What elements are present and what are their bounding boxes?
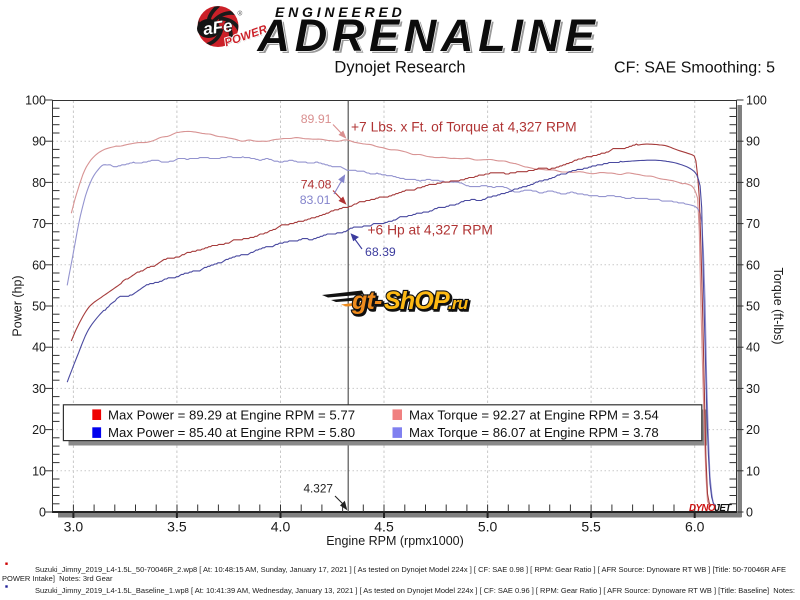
svg-text:40: 40: [746, 341, 760, 355]
svg-text:40: 40: [32, 341, 46, 355]
svg-text:83.01: 83.01: [300, 193, 331, 207]
svg-text:80: 80: [32, 176, 46, 190]
svg-text:JET: JET: [715, 503, 733, 514]
svg-text:Dynojet Research: Dynojet Research: [334, 59, 465, 77]
svg-text:ADRENALINE: ADRENALINE: [259, 12, 602, 63]
svg-text:®: ®: [238, 10, 243, 18]
svg-text:Engine RPM (rpmx1000): Engine RPM (rpmx1000): [326, 534, 464, 548]
svg-text:gt-: gt-: [351, 287, 382, 315]
svg-text:74.08: 74.08: [301, 178, 332, 192]
svg-text:0: 0: [746, 506, 753, 520]
svg-text:ENGINEERED: ENGINEERED: [275, 4, 406, 20]
svg-text:ShOP: ShOP: [384, 287, 450, 315]
svg-text:4.5: 4.5: [374, 519, 394, 535]
svg-text:50: 50: [746, 300, 760, 314]
svg-text:50: 50: [32, 300, 46, 314]
svg-text:ADRENALINE: ADRENALINE: [257, 10, 600, 61]
svg-text:100: 100: [746, 94, 767, 108]
svg-text:60: 60: [746, 258, 760, 272]
svg-text:90: 90: [746, 135, 760, 149]
svg-text:Suzuki_Jimny_2019_L4-1.5L_50-7: Suzuki_Jimny_2019_L4-1.5L_50-70046R_2.wp…: [35, 565, 786, 574]
svg-text:68.39: 68.39: [365, 245, 396, 259]
svg-text:0: 0: [39, 506, 46, 520]
svg-text:10: 10: [746, 464, 760, 478]
svg-text:70: 70: [32, 217, 46, 231]
svg-text:30: 30: [746, 382, 760, 396]
svg-text:4.0: 4.0: [271, 519, 291, 535]
svg-text:aFe: aFe: [202, 16, 234, 39]
svg-text:Max Power = 89.29 at Engine RP: Max Power = 89.29 at Engine RPM = 5.77: [108, 407, 355, 422]
svg-text:70: 70: [746, 217, 760, 231]
svg-text:Max Torque = 92.27 at Engine R: Max Torque = 92.27 at Engine RPM = 3.54: [409, 407, 659, 422]
svg-text:.ru: .ru: [449, 296, 470, 315]
svg-text:10: 10: [32, 464, 46, 478]
svg-text:Suzuki_Jimny_2019_L4-1.5L_Base: Suzuki_Jimny_2019_L4-1.5L_Baseline_1.wp8…: [35, 586, 795, 595]
svg-text:6.0: 6.0: [685, 519, 705, 535]
svg-text:3.0: 3.0: [64, 519, 84, 535]
svg-text:Max Power = 85.40 at Engine RP: Max Power = 85.40 at Engine RPM = 5.80: [108, 425, 355, 440]
svg-text:90: 90: [32, 135, 46, 149]
svg-text:ShOP: ShOP: [385, 289, 451, 317]
svg-text:100: 100: [25, 94, 46, 108]
svg-text:Power (hp): Power (hp): [11, 275, 25, 336]
svg-text:.ru: .ru: [448, 294, 469, 313]
svg-text:DYNO: DYNO: [689, 503, 716, 514]
svg-text:60: 60: [32, 258, 46, 272]
svg-text:+6 Hp at 4,327 RPM: +6 Hp at 4,327 RPM: [368, 223, 493, 238]
svg-text:30: 30: [32, 382, 46, 396]
svg-text:80: 80: [746, 176, 760, 190]
svg-text:89.91: 89.91: [301, 112, 332, 126]
svg-text:4.327: 4.327: [303, 482, 333, 496]
svg-text:+7 Lbs. x Ft. of Torque at 4,3: +7 Lbs. x Ft. of Torque at 4,327 RPM: [351, 120, 577, 135]
svg-text:gt-: gt-: [352, 289, 383, 317]
svg-text:Torque (ft-lbs): Torque (ft-lbs): [771, 267, 785, 344]
svg-text:3.5: 3.5: [167, 519, 187, 535]
svg-text:POWER Intake] Notes: 3rd Gear: POWER Intake] Notes: 3rd Gear: [2, 574, 113, 583]
svg-text:5.5: 5.5: [581, 519, 601, 535]
svg-text:5.0: 5.0: [478, 519, 498, 535]
svg-text:Max Torque = 86.07 at Engine R: Max Torque = 86.07 at Engine RPM = 3.78: [409, 425, 659, 440]
svg-text:20: 20: [746, 423, 760, 437]
svg-text:20: 20: [32, 423, 46, 437]
svg-text:CF: SAE Smoothing: 5: CF: SAE Smoothing: 5: [614, 60, 775, 77]
